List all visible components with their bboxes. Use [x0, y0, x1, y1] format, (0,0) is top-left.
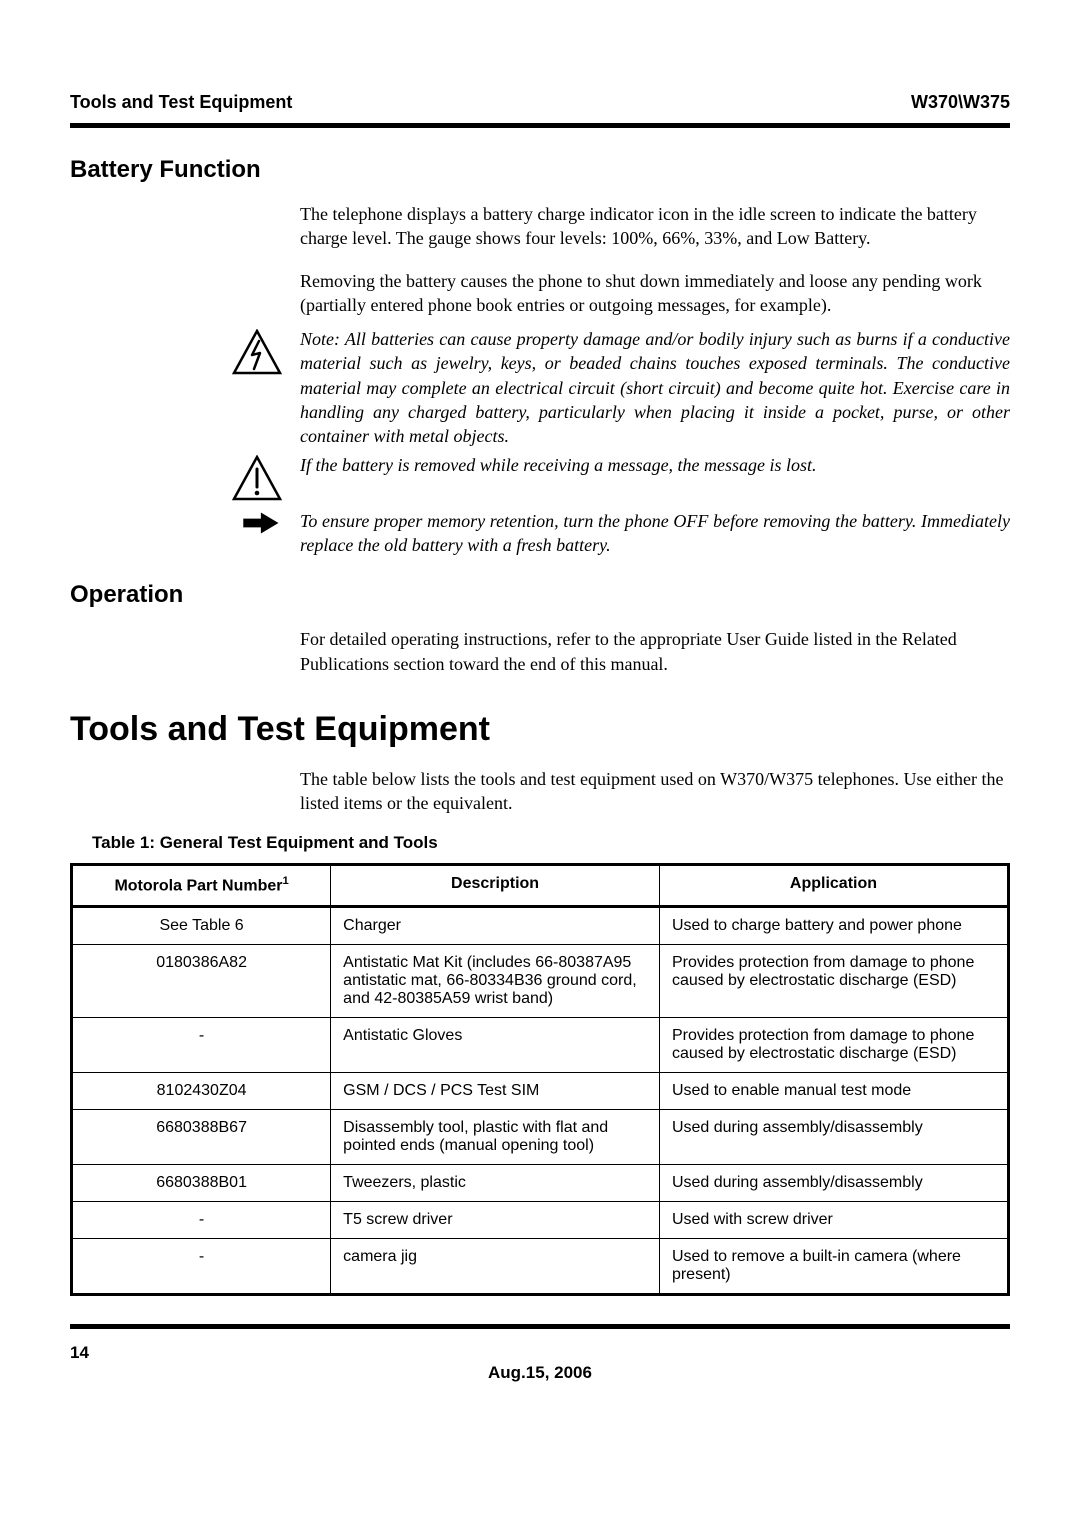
- col-header-part: Motorola Part Number1: [72, 865, 331, 906]
- table-row: - T5 screw driver Used with screw driver: [72, 1201, 1009, 1238]
- icon-cell: [70, 327, 300, 375]
- warning-icon: [232, 455, 282, 501]
- cell-part: -: [72, 1238, 331, 1294]
- battery-para-1: The telephone displays a battery charge …: [300, 202, 1010, 251]
- running-header: Tools and Test Equipment W370\W375: [70, 92, 1010, 113]
- table-row: See Table 6 Charger Used to charge batte…: [72, 906, 1009, 944]
- cell-desc: Charger: [331, 906, 660, 944]
- header-rule: [70, 123, 1010, 128]
- table-row: 6680388B67 Disassembly tool, plastic wit…: [72, 1109, 1009, 1164]
- footer-rule: [70, 1324, 1010, 1329]
- note-arrow-text: To ensure proper memory retention, turn …: [300, 509, 1010, 558]
- page: Tools and Test Equipment W370\W375 Batte…: [0, 0, 1080, 1528]
- header-left: Tools and Test Equipment: [70, 92, 292, 113]
- cell-app: Used with screw driver: [659, 1201, 1008, 1238]
- cell-desc: Antistatic Mat Kit (includes 66-80387A95…: [331, 944, 660, 1017]
- table-row: - Antistatic Gloves Provides protection …: [72, 1017, 1009, 1072]
- table-caption: Table 1: General Test Equipment and Tool…: [92, 833, 1010, 853]
- note-row-arrow: To ensure proper memory retention, turn …: [70, 509, 1010, 558]
- col-header-app: Application: [659, 865, 1008, 906]
- heading-operation: Operation: [70, 581, 1010, 609]
- note-warning-text: If the battery is removed while receivin…: [300, 453, 1010, 477]
- icon-cell: [70, 509, 300, 537]
- cell-part: 8102430Z04: [72, 1072, 331, 1109]
- heading-tools: Tools and Test Equipment: [70, 710, 1010, 749]
- battery-para-2: Removing the battery causes the phone to…: [300, 269, 1010, 318]
- icon-cell: [70, 453, 300, 501]
- table-row: 6680388B01 Tweezers, plastic Used during…: [72, 1164, 1009, 1201]
- cell-app: Used to charge battery and power phone: [659, 906, 1008, 944]
- note-row-shock: Note: All batteries can cause property d…: [70, 327, 1010, 448]
- cell-desc: camera jig: [331, 1238, 660, 1294]
- cell-app: Provides protection from damage to phone…: [659, 1017, 1008, 1072]
- cell-part: 0180386A82: [72, 944, 331, 1017]
- cell-desc: Disassembly tool, plastic with flat and …: [331, 1109, 660, 1164]
- note-row-warning: If the battery is removed while receivin…: [70, 453, 1010, 501]
- cell-part: -: [72, 1201, 331, 1238]
- page-number: 14: [70, 1343, 89, 1363]
- table-row: - camera jig Used to remove a built-in c…: [72, 1238, 1009, 1294]
- footer-date: Aug.15, 2006: [70, 1363, 1010, 1383]
- table-row: 0180386A82 Antistatic Mat Kit (includes …: [72, 944, 1009, 1017]
- heading-battery-function: Battery Function: [70, 156, 1010, 184]
- cell-part: 6680388B67: [72, 1109, 331, 1164]
- table-header-row: Motorola Part Number1 Description Applic…: [72, 865, 1009, 906]
- arrow-right-icon: [238, 509, 282, 537]
- col-header-part-sup: 1: [282, 875, 288, 887]
- header-right: W370\W375: [911, 92, 1010, 113]
- cell-app: Provides protection from damage to phone…: [659, 944, 1008, 1017]
- equipment-table: Motorola Part Number1 Description Applic…: [70, 863, 1010, 1295]
- shock-hazard-icon: [232, 329, 282, 375]
- note-shock-text: Note: All batteries can cause property d…: [300, 327, 1010, 448]
- cell-desc: GSM / DCS / PCS Test SIM: [331, 1072, 660, 1109]
- cell-app: Used to remove a built-in camera (where …: [659, 1238, 1008, 1294]
- cell-app: Used to enable manual test mode: [659, 1072, 1008, 1109]
- cell-app: Used during assembly/disassembly: [659, 1164, 1008, 1201]
- footer: 14 Aug.15, 2006: [70, 1343, 1010, 1363]
- col-header-desc: Description: [331, 865, 660, 906]
- cell-part: -: [72, 1017, 331, 1072]
- table-row: 8102430Z04 GSM / DCS / PCS Test SIM Used…: [72, 1072, 1009, 1109]
- cell-part: See Table 6: [72, 906, 331, 944]
- cell-part: 6680388B01: [72, 1164, 331, 1201]
- cell-desc: Antistatic Gloves: [331, 1017, 660, 1072]
- cell-app: Used during assembly/disassembly: [659, 1109, 1008, 1164]
- cell-desc: T5 screw driver: [331, 1201, 660, 1238]
- operation-para-1: For detailed operating instructions, ref…: [300, 627, 1010, 676]
- tools-para-1: The table below lists the tools and test…: [300, 767, 1010, 816]
- cell-desc: Tweezers, plastic: [331, 1164, 660, 1201]
- col-header-part-text: Motorola Part Number: [114, 878, 282, 895]
